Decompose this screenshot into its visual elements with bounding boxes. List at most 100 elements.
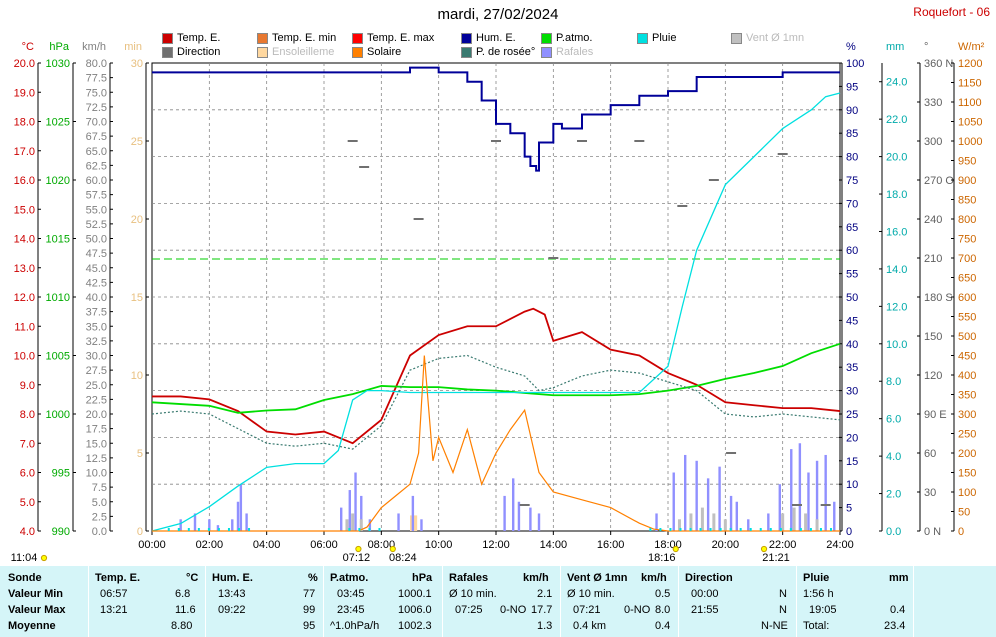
rain-marker (779, 528, 782, 531)
event-sunrise: 07:12 (343, 552, 371, 564)
rafales-bar (340, 507, 343, 531)
rafales-bar (798, 443, 802, 531)
axis-tick-label-minutes: 0 (137, 526, 143, 538)
legend-label: Direction (177, 46, 221, 58)
rafales-bar (348, 490, 351, 531)
rafales-bar (729, 495, 733, 531)
axis-tick-label-humidity: 95 (846, 81, 858, 93)
axis-tick-label-solar: 850 (958, 195, 976, 207)
axis-tick-label-wind: 15.0 (86, 438, 107, 450)
summary-patmo-header: P.atmo. (330, 572, 369, 584)
series-hum-e- (152, 66, 840, 172)
summary-vent-unit: km/h (641, 572, 667, 584)
axis-tick-label-direction: 0 N (924, 526, 941, 538)
summary-patmo-trend: ^1.0hPa/h (330, 620, 380, 632)
axis-tick-label-humidity: 20 (846, 432, 858, 444)
axis-tick-label-rain: 6.0 (886, 414, 901, 426)
event-moonset: 21:21 (762, 552, 790, 564)
axis-tick-label-humidity: 85 (846, 128, 858, 140)
axis-tick-label-humidity: 45 (846, 315, 858, 327)
axis-tick-label-solar: 250 (958, 429, 976, 441)
axis-tick-label-direction: 120 (924, 370, 942, 382)
event-moonset-dot (760, 545, 768, 553)
vent-bar (804, 513, 808, 531)
axis-tick-label-humidity: 40 (846, 339, 858, 351)
axis-unit-temp: °C (22, 41, 34, 53)
rain-marker (248, 528, 251, 531)
x-tick-label: 02:00 (196, 539, 224, 551)
rain-marker (187, 528, 190, 531)
axis-tick-label-solar: 150 (958, 468, 976, 480)
axis-tick-label-temp: 13.0 (14, 263, 35, 275)
series-temp-e- (152, 307, 841, 445)
legend-item: Temp. E. max (352, 32, 434, 44)
legend-label: Temp. E. min (272, 32, 337, 44)
axis-tick-label-solar: 1200 (958, 58, 982, 70)
axis-tick-label-wind: 77.5 (86, 73, 107, 85)
legend-label: Ensoleilleme (272, 46, 335, 58)
axis-tick-label-humidity: 30 (846, 386, 858, 398)
axis-tick-label-rain: 18.0 (886, 189, 907, 201)
axis-tick-label-solar: 50 (958, 507, 970, 519)
summary-direction-min-time: 00:00 (691, 588, 719, 600)
legend-swatch (461, 46, 472, 58)
axis-tick-label-solar: 350 (958, 390, 976, 402)
axis-unit-pressure: hPa (49, 41, 69, 53)
axis-tick-label-humidity: 35 (846, 362, 858, 374)
axis-tick-label-solar: 550 (958, 312, 976, 324)
summary-pluie-max-time: 19:05 (809, 604, 837, 616)
axis-tick-label-pressure: 1020 (46, 175, 70, 187)
summary-rafales-min-label: Ø 10 min. (449, 588, 497, 600)
summary-rafales-max: 17.7 (531, 604, 553, 616)
vent-bar (677, 519, 681, 531)
rafales-bar (672, 472, 675, 531)
axis-tick-label-pressure: 1030 (46, 58, 70, 70)
summary-row-avg: Moyenne (8, 620, 56, 632)
legend-item: Pluie (637, 32, 676, 44)
axis-tick-label-humidity: 5 (846, 503, 852, 515)
rafales-bar (245, 513, 248, 531)
axis-tick-label-solar: 1150 (958, 78, 982, 90)
axis-tick-label-temp: 15.0 (14, 204, 35, 216)
axis-tick-label-solar: 0 (958, 526, 964, 538)
axis-tick-label-minutes: 25 (131, 136, 143, 148)
axis-tick-label-rain: 8.0 (886, 376, 901, 388)
summary-direction-max-time: 21:55 (691, 604, 719, 616)
axis-tick-label-temp: 10.0 (14, 351, 35, 363)
x-tick-label: 14:00 (540, 539, 568, 551)
legend-item: Temp. E. min (257, 32, 336, 44)
summary-temp-max: 11.6 (175, 604, 196, 616)
series-p-atmo- (151, 342, 841, 414)
rafales-bar (208, 519, 211, 531)
rain-marker (238, 528, 240, 531)
axis-tick-label-wind: 10.0 (86, 468, 107, 480)
x-tick-label: 10:00 (425, 539, 453, 551)
rafales-bar (815, 460, 819, 531)
rafales-bar (239, 484, 243, 531)
summary-vent-min-label: Ø 10 min. (567, 588, 615, 600)
axis-tick-label-wind: 42.5 (86, 277, 107, 289)
summary-hum-max: 99 (303, 604, 316, 616)
summary-hum-min-time: 13:43 (218, 588, 246, 600)
axis-unit-minutes: min (124, 41, 142, 53)
axis-tick-label-minutes: 10 (131, 370, 143, 382)
vent-bar (723, 519, 727, 531)
axis-tick-label-temp: 11.0 (14, 321, 35, 333)
axis-tick-label-wind: 0.0 (92, 526, 107, 538)
summary-temp-max-time: 13:21 (100, 604, 128, 616)
vent-bar (781, 513, 785, 531)
axis-tick-label-humidity: 60 (846, 245, 858, 257)
summary-row-min: Valeur Min (8, 588, 64, 600)
axis-tick-label-humidity: 100 (846, 58, 864, 70)
rain-marker (689, 528, 692, 531)
event-day-start-dot (40, 554, 48, 562)
summary-vent-avg: 0.4 (655, 620, 671, 632)
chart-title: mardi, 27/02/2024 (437, 6, 559, 23)
axis-tick-label-humidity: 65 (846, 222, 858, 234)
axis-tick-label-wind: 2.5 (92, 511, 107, 523)
axis-unit-direction: ° (924, 41, 928, 53)
legend-swatch (257, 32, 268, 44)
axis-tick-label-wind: 70.0 (86, 117, 107, 129)
x-tick-label: 00:00 (138, 539, 166, 551)
axis-tick-label-direction: 240 (924, 214, 942, 226)
